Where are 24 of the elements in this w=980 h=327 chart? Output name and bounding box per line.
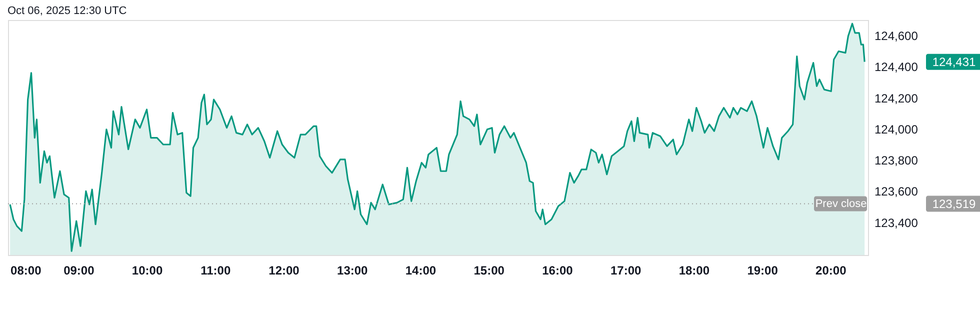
x-tick-label: 08:00 [10,264,42,278]
x-tick-label: 11:00 [200,264,231,278]
x-tick-label: 14:00 [405,264,436,278]
x-tick-label: 12:00 [268,264,300,278]
x-tick-label: 17:00 [610,264,642,278]
y-tick-label: 124,000 [874,122,918,136]
y-tick-label: 123,400 [874,216,918,230]
text: 123,519 [932,196,976,211]
chart-title: Oct 06, 2025 12:30 UTC [8,5,127,17]
x-tick-label: 19:00 [747,264,778,278]
y-tick-label: 124,200 [874,91,918,106]
x-tick-label: 13:00 [337,264,368,278]
ref-line-label: Prev close [815,198,867,210]
text: 124,431 [932,54,976,69]
x-tick-label: 10:00 [132,264,163,278]
y-tick-label: 123,600 [874,184,918,199]
y-tick-label: 123,800 [874,154,918,168]
y-tick-label: 124,600 [874,29,918,44]
y-tick-label: 124,400 [874,60,918,74]
x-tick-label: 18:00 [678,264,710,278]
x-tick-label: 15:00 [474,264,505,278]
x-tick-label: 20:00 [816,264,847,278]
x-tick-label: 09:00 [64,264,95,278]
x-tick-label: 16:00 [542,264,574,278]
